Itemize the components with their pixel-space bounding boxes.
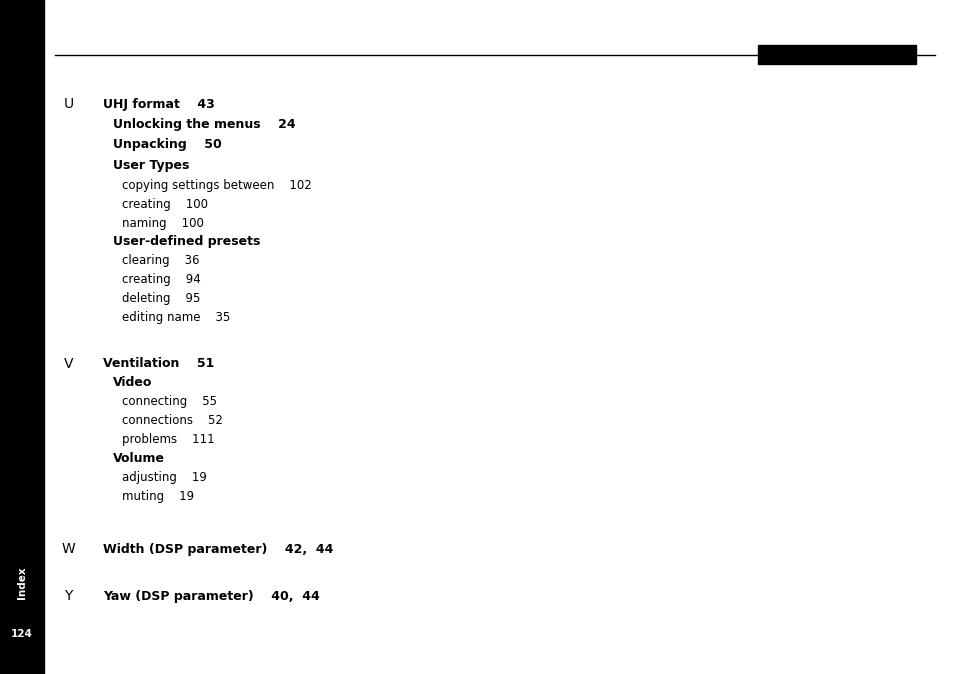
Text: muting    19: muting 19 bbox=[122, 489, 194, 503]
Text: creating    100: creating 100 bbox=[122, 197, 208, 211]
Text: UHJ format    43: UHJ format 43 bbox=[103, 98, 214, 111]
Text: Unpacking    50: Unpacking 50 bbox=[112, 138, 221, 152]
Text: Index: Index bbox=[17, 567, 27, 599]
Text: creating    94: creating 94 bbox=[122, 273, 201, 286]
Text: Y: Y bbox=[65, 590, 72, 603]
Text: Yaw (DSP parameter)    40,  44: Yaw (DSP parameter) 40, 44 bbox=[103, 590, 319, 603]
Text: 124: 124 bbox=[11, 629, 32, 638]
Text: User-defined presets: User-defined presets bbox=[112, 235, 259, 249]
Text: editing name    35: editing name 35 bbox=[122, 311, 230, 324]
Text: Volume: Volume bbox=[112, 452, 165, 465]
Text: Video: Video bbox=[112, 376, 152, 390]
Text: W: W bbox=[62, 543, 75, 556]
Text: deleting    95: deleting 95 bbox=[122, 292, 200, 305]
Text: copying settings between    102: copying settings between 102 bbox=[122, 179, 312, 192]
Text: connections    52: connections 52 bbox=[122, 414, 223, 427]
Text: Width (DSP parameter)    42,  44: Width (DSP parameter) 42, 44 bbox=[103, 543, 333, 556]
Bar bbox=[758, 45, 915, 64]
Text: Ventilation    51: Ventilation 51 bbox=[103, 357, 214, 371]
Text: adjusting    19: adjusting 19 bbox=[122, 470, 207, 484]
Text: V: V bbox=[64, 357, 73, 371]
Text: clearing    36: clearing 36 bbox=[122, 254, 199, 268]
Bar bbox=[0, 0, 44, 674]
Text: U: U bbox=[64, 98, 73, 111]
Text: naming    100: naming 100 bbox=[122, 216, 204, 230]
Text: connecting    55: connecting 55 bbox=[122, 395, 217, 408]
Text: problems    111: problems 111 bbox=[122, 433, 214, 446]
Text: User Types: User Types bbox=[112, 158, 189, 172]
Text: Unlocking the menus    24: Unlocking the menus 24 bbox=[112, 118, 294, 131]
